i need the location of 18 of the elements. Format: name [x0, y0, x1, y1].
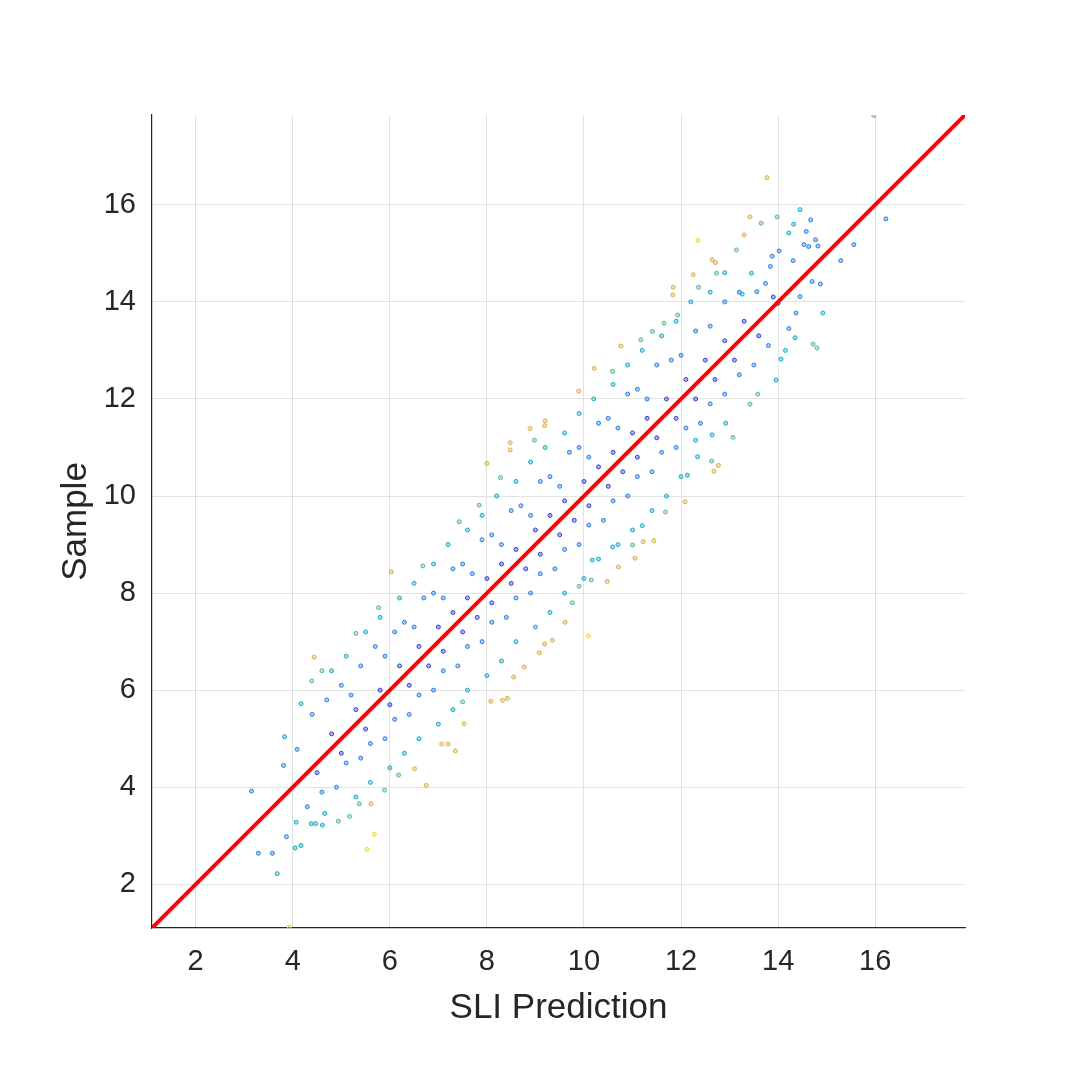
- x-tick-label: 16: [859, 944, 892, 977]
- y-tick-label: 14: [103, 283, 136, 316]
- y-axis-title: Sample: [53, 462, 93, 581]
- y-tick-label: 4: [119, 769, 136, 802]
- x-axis-title: SLI Prediction: [449, 985, 668, 1025]
- y-tick-label: 10: [103, 478, 136, 511]
- y-tick-label: 2: [119, 866, 136, 899]
- y-tick-label: 6: [119, 672, 136, 705]
- y-tick-label: 8: [119, 575, 136, 608]
- y-tick-label: 12: [103, 380, 136, 413]
- x-tick-label: 10: [567, 944, 601, 977]
- x-tick-label: 4: [284, 944, 301, 977]
- x-tick-label: 8: [478, 944, 495, 977]
- x-tick-label: 6: [381, 944, 398, 977]
- x-tick-label: 2: [187, 944, 204, 977]
- y-tick-label: 16: [103, 186, 136, 219]
- x-tick-label: 12: [664, 944, 698, 977]
- x-tick-label: 14: [762, 944, 795, 977]
